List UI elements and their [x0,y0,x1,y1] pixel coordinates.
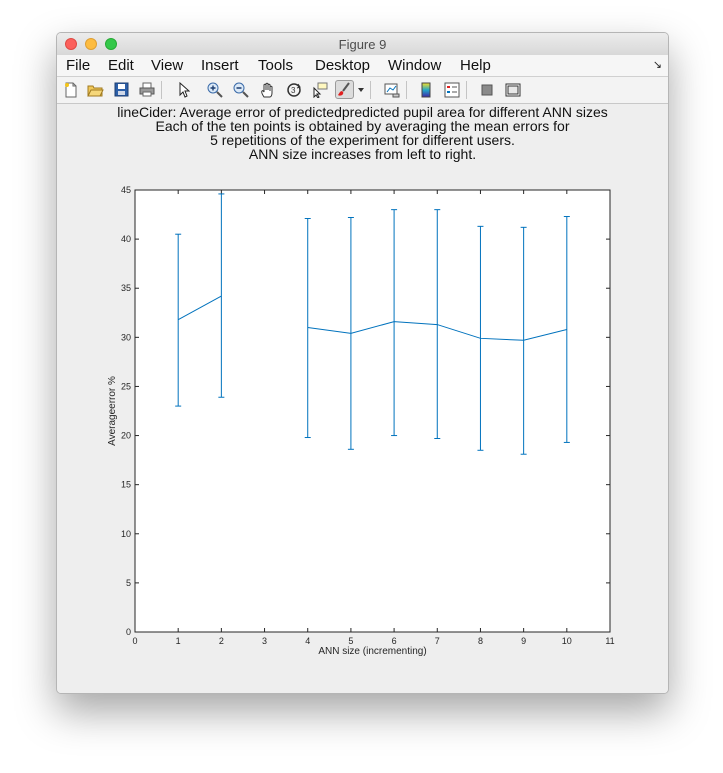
y-tick-label: 40 [121,234,131,244]
chart-title-line-4: ANN size increases from left to right. [248,146,477,162]
pointer-icon[interactable] [174,80,193,99]
zoom-in-icon[interactable] [205,80,224,99]
colorbar-icon[interactable] [416,80,435,99]
menu-view[interactable]: View [151,57,184,74]
y-tick-label: 0 [126,627,131,637]
menu-tools[interactable]: Tools [258,57,294,74]
hide-plot-tools-icon[interactable] [477,80,496,99]
x-tick-label: 6 [392,636,397,646]
legend-icon[interactable] [442,80,461,99]
x-tick-label: 9 [521,636,526,646]
y-tick-label: 30 [121,332,131,342]
print-icon[interactable] [137,80,156,99]
close-window-button[interactable] [65,38,77,50]
y-tick-label: 20 [121,431,131,441]
data-cursor-icon[interactable] [310,80,329,99]
chart-title-line-1: lineCider: Average error of predictedpre… [117,104,608,120]
new-figure-icon[interactable] [61,80,80,99]
x-tick-label: 5 [348,636,353,646]
window-title: Figure 9 [338,37,387,52]
x-tick-label: 7 [435,636,440,646]
x-tick-label: 10 [562,636,572,646]
figure-toolbar: 3 [57,77,668,104]
menu-edit[interactable]: Edit [108,57,134,74]
show-plot-tools-icon[interactable] [503,80,522,99]
save-icon[interactable] [112,80,131,99]
plot-axes-box [134,189,611,633]
title-bar[interactable]: Figure 9 [57,33,668,56]
x-tick-label: 1 [176,636,181,646]
svg-text:3: 3 [291,86,296,95]
x-axis-label: ANN size (incrementing) [318,646,426,657]
x-tick-label: 3 [262,636,267,646]
x-tick-label: 8 [478,636,483,646]
link-plot-icon[interactable] [382,80,401,99]
minimize-window-button[interactable] [85,38,97,50]
rotate-3d-icon[interactable]: 3 [284,80,303,99]
brush-dropdown-icon[interactable] [355,80,367,99]
x-tick-label: 2 [219,636,224,646]
menu-window[interactable]: Window [388,57,442,74]
zoom-out-icon[interactable] [231,80,250,99]
series-line [177,295,222,321]
y-tick-label: 5 [126,578,131,588]
corner-arrow-icon[interactable]: ↘ [652,59,662,71]
menu-bar: File Edit View Insert Tools Desktop Wind… [57,55,668,77]
brush-icon[interactable] [335,80,354,99]
y-axis-label: Averageerror % [107,376,118,446]
menu-file[interactable]: File [66,57,91,74]
y-tick-label: 25 [121,381,131,391]
y-tick-label: 35 [121,283,131,293]
chart-title-line-3: 5 repetitions of the experiment for diff… [210,132,515,148]
y-tick-label: 10 [121,529,131,539]
open-file-icon[interactable] [86,80,105,99]
figure-canvas[interactable]: lineCider: Average error of predictedpre… [57,104,668,693]
x-tick-label: 0 [132,636,137,646]
x-tick-label: 4 [305,636,310,646]
maximize-window-button[interactable] [105,38,117,50]
figure-window: Figure 9 File Edit View Insert Tools Des… [56,32,669,694]
x-tick-label: 11 [605,636,614,646]
pan-hand-icon[interactable] [258,80,277,99]
menu-help[interactable]: Help [460,57,491,74]
menu-insert[interactable]: Insert [201,57,239,74]
chart-title-line-2: Each of the ten points is obtained by av… [155,118,570,134]
y-tick-label: 15 [121,480,131,490]
menu-desktop[interactable]: Desktop [315,57,371,74]
y-tick-label: 45 [121,185,131,195]
